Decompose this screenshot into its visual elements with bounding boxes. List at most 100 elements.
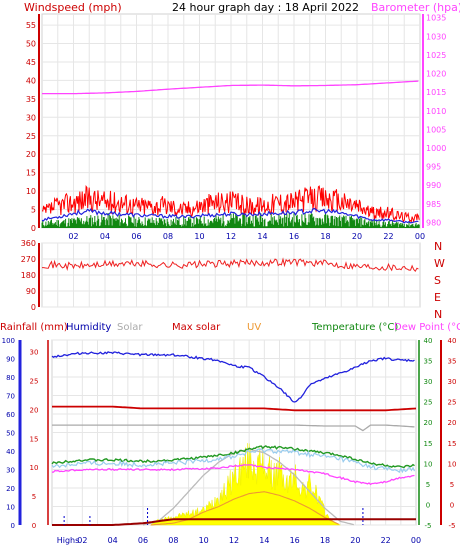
barometer-tick-label: 1035 bbox=[426, 14, 446, 23]
barometer-tick-label: 990 bbox=[426, 181, 441, 190]
dewpoint-tick-label: 20 bbox=[448, 419, 457, 427]
apparent-temperature-line bbox=[51, 448, 416, 474]
barometer-tick-label: 1000 bbox=[426, 144, 446, 153]
climate-time-label: 12 bbox=[229, 536, 239, 545]
climate-time-label: 14 bbox=[259, 536, 269, 545]
wind-average-line bbox=[41, 207, 419, 224]
windspeed-tick-label: 25 bbox=[26, 132, 36, 141]
wind-time-label: 14 bbox=[257, 232, 267, 241]
max-solar-header: Max solar bbox=[172, 322, 221, 333]
temperature-tick-label: 40 bbox=[424, 337, 433, 345]
rain-tick-label: 15 bbox=[30, 435, 39, 443]
temperature-header: Temperature (°C) bbox=[311, 322, 398, 333]
direction-tick-label: 360 bbox=[21, 239, 36, 248]
compass-label: E bbox=[434, 291, 441, 304]
wind-axes: 0510152025303540455055980985990995100010… bbox=[26, 14, 447, 241]
climate-time-label: 06 bbox=[138, 536, 148, 545]
barometer-tick-label: 1030 bbox=[426, 32, 446, 41]
wind-time-label: 22 bbox=[383, 232, 393, 241]
rain-rate-line bbox=[52, 518, 416, 526]
humidity-tick-label: 60 bbox=[6, 411, 15, 419]
temperature-tick-label: 25 bbox=[424, 399, 433, 407]
rain-tick-label: 5 bbox=[32, 493, 36, 501]
climate-time-label: 16 bbox=[290, 536, 300, 545]
windspeed-tick-label: 20 bbox=[26, 150, 36, 159]
temperature-tick-label: 20 bbox=[424, 419, 433, 427]
direction-tick-label: 180 bbox=[21, 271, 36, 280]
wind-time-label: 16 bbox=[289, 232, 299, 241]
direction-tick-label: 90 bbox=[26, 287, 36, 296]
dewpoint-tick-label: -5 bbox=[449, 522, 456, 530]
barometer-axis-label: Barometer (hpa) bbox=[371, 1, 460, 14]
direction-tick-label: 0 bbox=[31, 303, 36, 312]
humidity-tick-label: 90 bbox=[6, 356, 15, 364]
wind-direction-line bbox=[42, 257, 419, 273]
humidity-tick-label: 50 bbox=[6, 430, 15, 438]
barometer-tick-label: 985 bbox=[426, 200, 441, 209]
dewpoint-tick-label: 5 bbox=[450, 481, 454, 489]
dew-point-header: Dew Point (°C) bbox=[394, 322, 460, 333]
uv-header: UV bbox=[247, 322, 261, 333]
humidity-tick-label: 0 bbox=[11, 522, 15, 530]
climate-time-label: 08 bbox=[168, 536, 178, 545]
windspeed-tick-label: 45 bbox=[26, 58, 36, 67]
barometer-tick-label: 995 bbox=[426, 163, 441, 172]
rain-tick-label: 25 bbox=[30, 377, 39, 385]
compass-label: S bbox=[434, 274, 441, 287]
wind-gust-line bbox=[41, 185, 420, 223]
climate-series bbox=[51, 351, 417, 526]
windspeed-tick-label: 5 bbox=[31, 206, 36, 215]
wind-time-label: 08 bbox=[163, 232, 173, 241]
temperature-tick-label: 30 bbox=[424, 378, 433, 386]
humidity-tick-label: 40 bbox=[6, 448, 15, 456]
wind-pressure-panel: 0510152025303540455055980985990995100010… bbox=[24, 1, 460, 241]
solar-header: Solar bbox=[117, 322, 143, 333]
wind-time-label: 00 bbox=[415, 232, 425, 241]
wind-time-label: 02 bbox=[68, 232, 78, 241]
wind-series bbox=[41, 80, 420, 228]
windspeed-tick-label: 15 bbox=[26, 169, 36, 178]
compass-label: N bbox=[434, 308, 442, 321]
climate-time-label: 22 bbox=[381, 536, 391, 545]
barometer-tick-label: 1020 bbox=[426, 70, 446, 79]
compass-label: W bbox=[434, 257, 445, 270]
barometer-tick-label: 1005 bbox=[426, 125, 446, 134]
humidity-tick-label: 20 bbox=[6, 485, 15, 493]
windspeed-tick-label: 35 bbox=[26, 95, 36, 104]
humidity-tick-label: 70 bbox=[6, 393, 15, 401]
rain-tick-label: 0 bbox=[32, 522, 36, 530]
dewpoint-tick-label: 15 bbox=[448, 440, 457, 448]
windspeed-tick-label: 0 bbox=[31, 224, 36, 233]
climate-grid bbox=[52, 339, 416, 526]
solar-area bbox=[149, 443, 341, 526]
wind-time-label: 12 bbox=[226, 232, 236, 241]
dew-point-line bbox=[51, 464, 415, 486]
temperature-tick-label: 15 bbox=[424, 440, 433, 448]
climate-time-label: 04 bbox=[108, 536, 118, 545]
windspeed-tick-label: 55 bbox=[26, 21, 36, 30]
climate-time-label: Highs bbox=[57, 536, 80, 545]
climate-time-label: 00 bbox=[411, 536, 421, 545]
direction-series bbox=[42, 257, 419, 273]
compass-label: N bbox=[434, 240, 442, 253]
temperature-tick-label: 35 bbox=[424, 358, 433, 366]
climate-time-label: 10 bbox=[199, 536, 209, 545]
uv-line bbox=[150, 491, 339, 526]
dewpoint-tick-label: 25 bbox=[448, 399, 457, 407]
dewpoint-tick-label: 30 bbox=[448, 378, 457, 386]
barometer-tick-label: 1010 bbox=[426, 107, 446, 116]
barometer-tick-label: 1025 bbox=[426, 51, 446, 60]
windspeed-tick-label: 40 bbox=[26, 76, 36, 85]
solar-reference-line bbox=[52, 424, 415, 432]
rain-tick-label: 30 bbox=[30, 349, 39, 357]
windspeed-axis-label: Windspeed (mph) bbox=[24, 1, 122, 14]
climate-time-label: 20 bbox=[350, 536, 360, 545]
dewpoint-tick-label: 10 bbox=[448, 460, 457, 468]
wind-time-label: 20 bbox=[352, 232, 362, 241]
humidity-tick-label: 30 bbox=[6, 467, 15, 475]
dewpoint-tick-label: 35 bbox=[448, 358, 457, 366]
